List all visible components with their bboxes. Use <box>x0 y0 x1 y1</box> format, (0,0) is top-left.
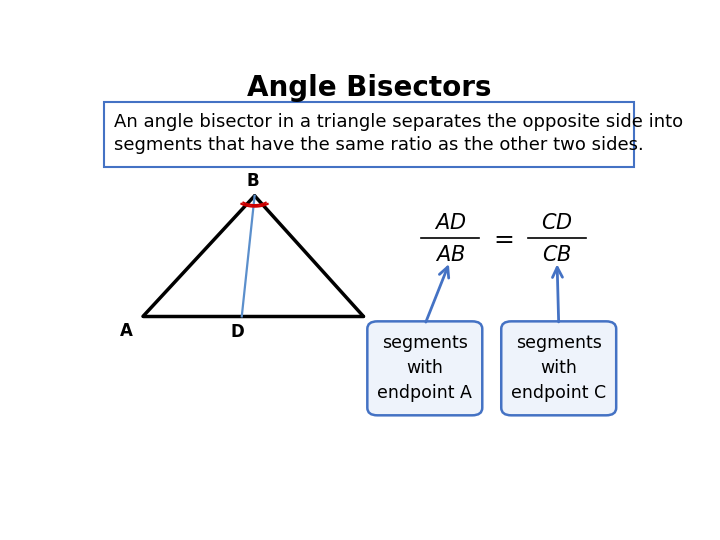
Text: segments that have the same ratio as the other two sides.: segments that have the same ratio as the… <box>114 136 644 154</box>
Text: A: A <box>120 322 132 340</box>
Text: An angle bisector in a triangle separates the opposite side into: An angle bisector in a triangle separate… <box>114 113 683 131</box>
FancyBboxPatch shape <box>367 321 482 415</box>
Text: $\mathit{CB}$: $\mathit{CB}$ <box>542 245 572 265</box>
Text: $\mathit{AB}$: $\mathit{AB}$ <box>435 245 465 265</box>
Text: $\mathit{AD}$: $\mathit{AD}$ <box>433 213 466 233</box>
Text: $\mathit{CD}$: $\mathit{CD}$ <box>541 213 573 233</box>
Text: segments
with
endpoint C: segments with endpoint C <box>511 334 606 402</box>
Text: segments
with
endpoint A: segments with endpoint A <box>377 334 472 402</box>
Text: D: D <box>230 323 244 341</box>
Text: $=$: $=$ <box>489 226 514 250</box>
FancyBboxPatch shape <box>501 321 616 415</box>
FancyBboxPatch shape <box>104 102 634 167</box>
Text: C: C <box>372 322 384 340</box>
Text: B: B <box>246 172 258 190</box>
Text: Angle Bisectors: Angle Bisectors <box>247 73 491 102</box>
